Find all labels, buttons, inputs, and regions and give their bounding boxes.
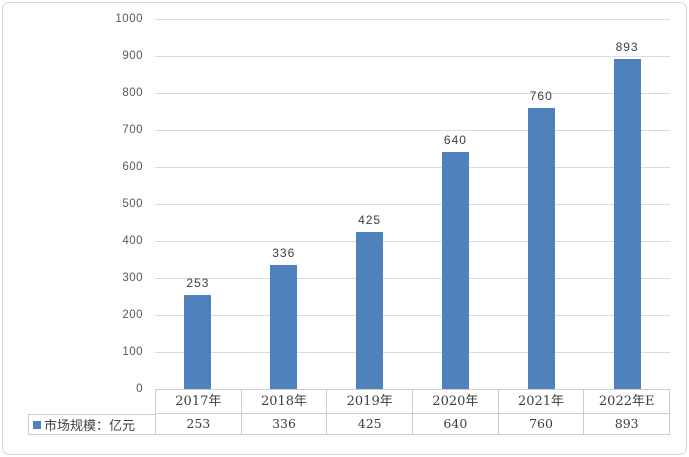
gridline — [155, 18, 670, 20]
value-cell: 253 — [155, 414, 242, 434]
legend-marker-icon — [33, 420, 41, 429]
y-tick-label: 500 — [122, 198, 143, 210]
y-tick-label: 800 — [122, 87, 143, 99]
bar-2017年 — [184, 295, 212, 389]
y-tick-label: 700 — [122, 124, 143, 136]
y-tick-label: 900 — [122, 50, 143, 62]
category-cell: 2019年 — [327, 390, 414, 413]
gridline — [155, 203, 670, 205]
y-tick-label: 600 — [122, 161, 143, 173]
table-category-row: 2017年 2018年 2019年 2020年 2021年 2022年E — [155, 389, 671, 414]
value-cell: 760 — [499, 414, 585, 434]
bar-2022年E — [613, 59, 641, 389]
bar-value-label: 425 — [358, 213, 382, 227]
legend-cell: 市场规模：亿元 — [28, 414, 156, 435]
gridline — [155, 277, 670, 279]
bar-2018年 — [270, 265, 298, 389]
gridline — [155, 240, 670, 242]
legend-label: 市场规模：亿元 — [44, 419, 136, 434]
value-cell: 640 — [413, 414, 499, 434]
gridline — [155, 166, 670, 168]
bar-value-label: 253 — [186, 276, 210, 290]
y-tick-label: 300 — [122, 272, 143, 284]
bar-value-label: 760 — [529, 89, 553, 103]
value-cell: 425 — [327, 414, 414, 434]
category-cell: 2022年E — [584, 390, 671, 413]
table-value-row: 253 336 425 640 760 893 — [155, 414, 671, 435]
bar-value-label: 336 — [272, 246, 296, 260]
category-cell: 2017年 — [155, 390, 242, 413]
bar-value-label: 640 — [443, 133, 467, 147]
gridline — [155, 55, 670, 57]
category-cell: 2020年 — [413, 390, 499, 413]
plot-area: 253 336 425 640 760 893 — [155, 18, 670, 390]
y-tick-label: 0 — [136, 383, 143, 395]
y-tick-label: 400 — [122, 235, 143, 247]
bar-value-label: 893 — [615, 40, 639, 54]
category-cell: 2021年 — [499, 390, 585, 413]
gridline — [155, 351, 670, 353]
bar-2019年 — [356, 232, 384, 389]
value-cell: 336 — [242, 414, 328, 434]
category-cell: 2018年 — [242, 390, 328, 413]
gridline — [155, 314, 670, 316]
bar-2020年 — [441, 152, 469, 389]
gridline — [155, 129, 670, 131]
y-tick-label: 1000 — [115, 13, 143, 25]
gridline — [155, 92, 670, 94]
y-axis: 0 100 200 300 400 500 600 700 800 900 1000 — [0, 13, 143, 395]
bar-2021年 — [527, 108, 555, 389]
y-tick-label: 100 — [122, 346, 143, 358]
y-tick-label: 200 — [122, 309, 143, 321]
value-cell: 893 — [584, 414, 671, 434]
